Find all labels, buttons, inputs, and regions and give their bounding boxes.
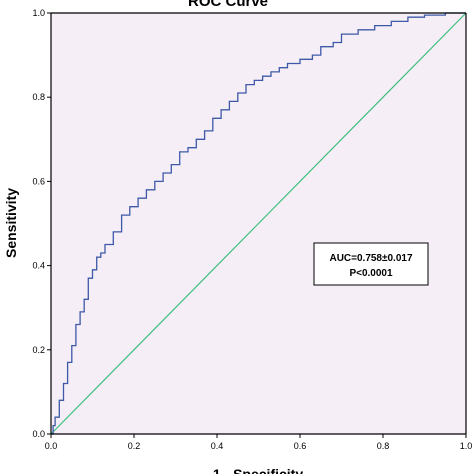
y-tick-label: 0.2 — [32, 345, 45, 355]
auc-value-text: AUC=0.758±0.017 — [329, 253, 412, 264]
y-tick-label: 0.4 — [32, 261, 45, 271]
y-tick-label: 0.6 — [32, 176, 45, 186]
y-tick-label: 0.8 — [32, 92, 45, 102]
auc-annotation-box — [313, 242, 429, 286]
auc-annotation: AUC=0.758±0.017 P<0.0001 — [313, 242, 429, 286]
x-tick-label: 0.8 — [377, 441, 390, 451]
chart-title: ROC Curve — [188, 0, 268, 10]
x-tick-label: 0.4 — [211, 441, 224, 451]
x-tick-label: 0.0 — [45, 441, 58, 451]
p-value-text: P<0.0001 — [349, 268, 393, 279]
y-tick-group: 0.0 0.2 0.4 0.6 0.8 1.0 — [32, 8, 51, 439]
x-tick-group: 0.0 0.2 0.4 0.6 0.8 1.0 — [45, 434, 473, 451]
x-tick-label: 1.0 — [460, 441, 473, 451]
x-tick-label: 0.2 — [128, 441, 141, 451]
x-axis-title: 1 - Specificity — [213, 466, 303, 474]
y-axis-title: Sensitivity — [3, 188, 19, 258]
reference-diagonal-line — [50, 12, 467, 435]
roc-curve-line — [51, 12, 466, 435]
y-tick-label: 0.0 — [32, 429, 45, 439]
y-tick-label: 1.0 — [32, 8, 45, 18]
x-tick-label: 0.6 — [294, 441, 307, 451]
